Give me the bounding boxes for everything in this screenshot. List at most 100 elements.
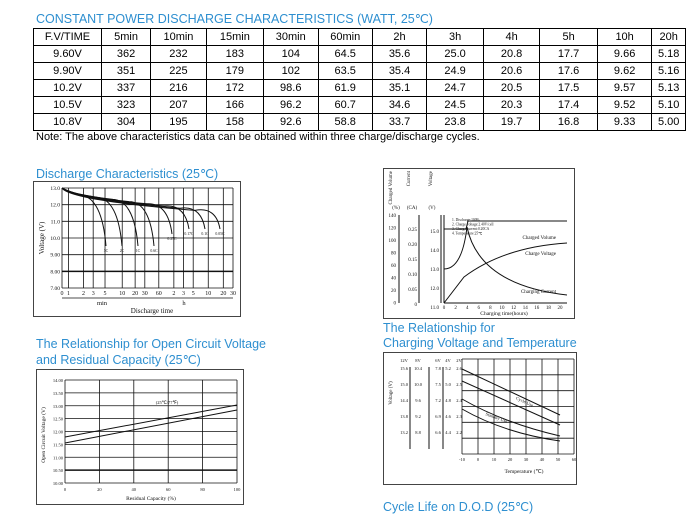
- y-tick: 12.0: [50, 203, 60, 209]
- voltage-tick: 7.5: [435, 382, 441, 387]
- x-tick: 40: [540, 457, 545, 462]
- table-cell: 9.52: [596, 96, 653, 114]
- table-cell: 17.5: [539, 79, 598, 97]
- table-cell: 10h: [596, 28, 653, 46]
- y-tick: 13.50: [53, 391, 64, 396]
- y-tick: 11.0: [51, 219, 61, 225]
- y-tick: 12.00: [53, 430, 64, 435]
- voltage-tick: 6.9: [435, 414, 441, 419]
- table-cell: 102: [262, 62, 319, 80]
- voltage-tick: 2.6: [456, 366, 462, 371]
- table-cell: 2h: [371, 28, 428, 46]
- voltage-tick: 7.2: [435, 398, 441, 403]
- note: 2. Charge voltage:2.40V/cell: [452, 223, 493, 227]
- ocv-line-lower: [64, 409, 238, 444]
- voltage-tick: 2.5: [456, 382, 462, 387]
- table-cell: 5.13: [651, 79, 686, 97]
- x-tick: 60: [572, 457, 576, 462]
- standby-lower: [461, 408, 561, 442]
- table-cell: 304: [101, 113, 151, 131]
- charge-voltage-line: [444, 220, 567, 230]
- x-tick: 100: [234, 487, 242, 492]
- x-tick: 20: [97, 487, 102, 492]
- pct-tick: 60: [391, 264, 397, 269]
- x-tick: 60: [156, 291, 162, 297]
- x-tick: 0: [443, 306, 446, 311]
- y-tick: 13.00: [53, 404, 64, 409]
- curve-label: 0.1C: [201, 232, 209, 236]
- table-cell: F.V/TIME: [32, 28, 103, 46]
- discharge-title: Discharge Characteristics (25℃): [36, 167, 219, 181]
- table-cell: 166: [205, 96, 264, 114]
- table-cell: 337: [101, 79, 151, 97]
- table-cell: 35.4: [371, 62, 428, 80]
- voltage-tick: 5.0: [445, 382, 451, 387]
- table-cell: 24.5: [426, 96, 484, 114]
- x-tick: 10: [205, 291, 211, 297]
- legend: (25℃/77℉): [156, 400, 179, 405]
- pct-tick: 40: [391, 277, 397, 282]
- voltage-tick: 5.2: [445, 366, 451, 371]
- table-cell: 158: [205, 113, 264, 131]
- table-cell: 362: [101, 45, 151, 63]
- x-tick: 4: [466, 306, 469, 311]
- axis-head: Charged Volume: [389, 170, 394, 204]
- table-row: 9.90V 351 225 179 102 63.5 35.4 24.9 20.6 17.6 9.6…: [32, 62, 686, 80]
- h-label: h: [182, 300, 186, 307]
- x-tick: 10: [119, 291, 125, 297]
- table-cell: 35.6: [371, 45, 428, 63]
- table-cell: 179: [205, 62, 264, 80]
- ocv-line-upper: [64, 404, 238, 438]
- table-cell: 92.6: [262, 113, 319, 131]
- y-axis-label: Open Circuit Voltage (V): [40, 407, 47, 463]
- x-tick: 30: [524, 457, 529, 462]
- pct-tick: 120: [389, 227, 397, 232]
- table-cell: 4h: [482, 28, 541, 46]
- table-cell: 225: [150, 62, 207, 80]
- axis-head: Voltage: [429, 170, 434, 186]
- table-cell: 61.9: [317, 79, 373, 97]
- voltage-tick: 10.0: [414, 382, 423, 387]
- table-cell: 3h: [426, 28, 484, 46]
- x-tick: 0: [61, 291, 64, 297]
- table-cell: 25.0: [426, 45, 484, 63]
- table-cell: 216: [150, 79, 207, 97]
- column-head: 2V: [456, 358, 462, 363]
- voltage-tick: 9.6: [415, 398, 421, 403]
- discharge-chart: Voltage (V) 13.0 12.0 11.0 10.0 9.00 8.00 7.00 0…: [33, 181, 241, 317]
- curve-label: 2C: [120, 249, 125, 253]
- voltage-tick: 9.2: [415, 414, 421, 419]
- curve-label: 0.25C: [167, 237, 177, 241]
- cycle-title: Cycle Life on D.O.D (25℃): [383, 500, 534, 514]
- v-tick: 15.0: [430, 230, 439, 235]
- x-tick: 20: [220, 291, 226, 297]
- column-head: 12V: [400, 358, 409, 363]
- pct-tick: 140: [389, 214, 397, 219]
- min-label: min: [97, 300, 108, 307]
- table-cell: 20h: [651, 28, 686, 46]
- voltage-tick: 2.4: [456, 398, 462, 403]
- x-tick: 18: [546, 306, 552, 311]
- note: 3. Charge current:0.20CA: [452, 227, 490, 231]
- table-cell: 323: [101, 96, 151, 114]
- table-cell: 30min: [262, 28, 319, 46]
- voltage-tick: 8.8: [415, 430, 421, 435]
- column-head: 4V: [445, 358, 451, 363]
- curve-label: 0.6C: [150, 249, 158, 253]
- series-label: Charging Current: [521, 290, 557, 295]
- pct-tick: 100: [389, 239, 397, 244]
- table-cell: 20.8: [482, 45, 541, 63]
- x-tick: 60: [166, 487, 171, 492]
- voltage-tick: 10.4: [414, 366, 423, 371]
- y-tick: 10.50: [53, 468, 64, 473]
- x-tick: 5: [104, 291, 107, 297]
- ca-tick: 0.05: [408, 288, 417, 293]
- charging-chart: Charged Volume Current Voltage (%) (CA) (V) 14…: [383, 168, 575, 319]
- table-cell: 34.6: [371, 96, 428, 114]
- table-cell: 60min: [317, 28, 373, 46]
- x-axis-label: Residual Capacity (%): [126, 495, 176, 502]
- ca-tick: 0.15: [408, 258, 417, 263]
- y-axis-label: Voltage (V): [389, 381, 394, 405]
- x-tick: 2: [454, 306, 457, 311]
- x-tick: 12: [511, 306, 516, 311]
